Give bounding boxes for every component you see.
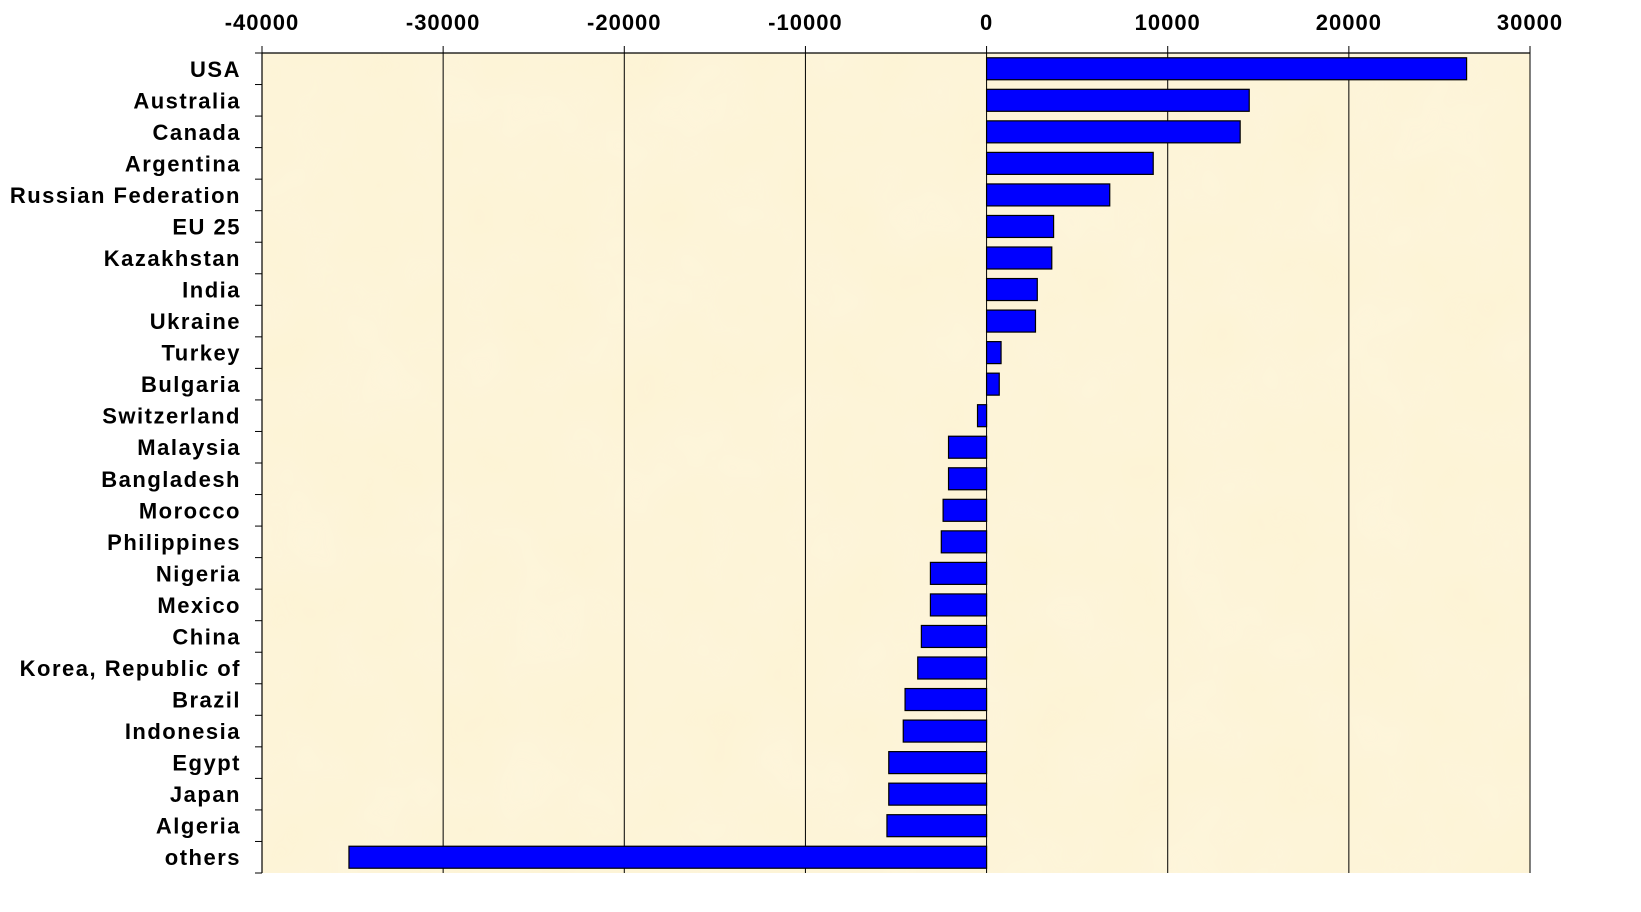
x-tick-label: -30000	[406, 10, 481, 35]
bar	[985, 246, 1053, 270]
bar	[902, 719, 988, 743]
x-tick-label: -40000	[225, 10, 300, 35]
category-label: Bulgaria	[141, 372, 241, 397]
x-tick-label: -20000	[587, 10, 662, 35]
x-tick-labels: -40000 -30000 -20000 -10000 0 10000 20000 30000	[225, 10, 1563, 35]
category-label: Morocco	[139, 498, 241, 523]
category-label: Japan	[170, 782, 241, 807]
bar	[886, 814, 988, 838]
category-label: Australia	[133, 88, 241, 113]
bar	[942, 498, 988, 522]
category-label: Philippines	[107, 530, 241, 555]
category-label: Russian Federation	[10, 183, 241, 208]
plot-texture	[262, 53, 1530, 873]
bar	[888, 751, 988, 775]
category-label: Algeria	[156, 814, 241, 839]
category-label: EU 25	[172, 214, 241, 239]
axes	[255, 52, 1530, 874]
category-label: Turkey	[161, 341, 241, 366]
category-label: Mexico	[157, 593, 241, 618]
bars	[348, 57, 1468, 869]
category-label: Nigeria	[156, 561, 241, 586]
category-label: Argentina	[125, 151, 241, 176]
bar	[985, 214, 1055, 239]
bar	[976, 404, 988, 428]
bar	[348, 845, 988, 869]
bar	[904, 687, 988, 712]
bar	[985, 183, 1111, 207]
bar	[888, 782, 988, 806]
bar	[929, 561, 988, 585]
category-label: Korea, Republic of	[20, 656, 241, 681]
category-label: Malaysia	[137, 435, 241, 460]
category-label: Bangladesh	[101, 467, 241, 492]
category-label: USA	[190, 57, 241, 82]
x-tick-label: 0	[980, 10, 993, 35]
x-tick-label: -10000	[768, 10, 843, 35]
bar	[947, 467, 988, 491]
bar	[917, 656, 988, 680]
bar	[985, 151, 1154, 175]
bar	[929, 593, 988, 617]
x-tick-label: 10000	[1135, 10, 1201, 35]
bar	[985, 88, 1250, 112]
category-label: Kazakhstan	[104, 246, 241, 271]
category-labels: USA Australia Canada Argentina Russian Feder…	[10, 57, 241, 870]
bar	[985, 120, 1241, 144]
category-label: Egypt	[172, 751, 241, 776]
bar	[920, 624, 988, 649]
category-label: others	[165, 845, 241, 870]
bar	[985, 372, 1000, 396]
category-label: Ukraine	[150, 309, 241, 334]
category-label: Brazil	[172, 688, 241, 713]
bar	[985, 277, 1038, 302]
bar	[940, 530, 988, 554]
category-label: Canada	[153, 120, 241, 145]
x-tick-label: 20000	[1316, 10, 1382, 35]
bar	[985, 309, 1037, 333]
category-label: Switzerland	[102, 404, 241, 429]
category-label: Indonesia	[125, 719, 241, 744]
bar	[985, 57, 1468, 81]
category-label: China	[172, 624, 241, 649]
category-label: India	[182, 278, 241, 303]
bar	[947, 435, 988, 459]
bar	[985, 341, 1002, 365]
x-tick-label: 30000	[1497, 10, 1563, 35]
